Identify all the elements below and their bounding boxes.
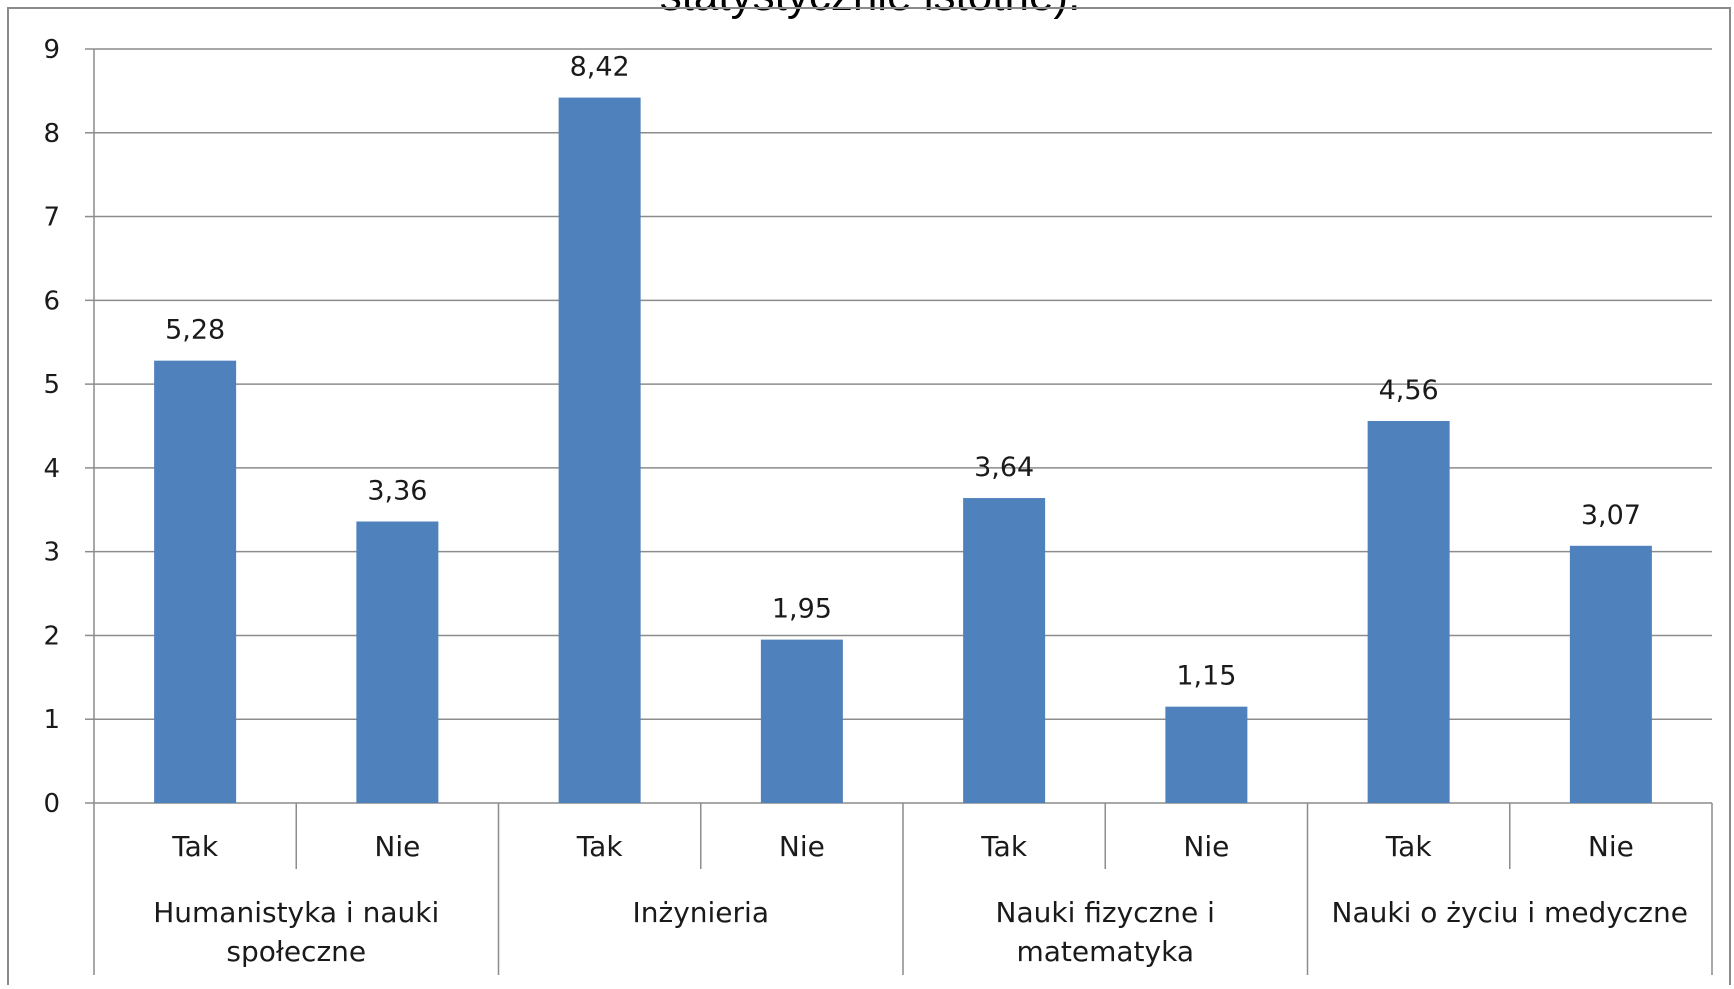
chart-border xyxy=(7,7,1731,989)
group-label-1-line-0: Inżynieria xyxy=(633,896,769,929)
group-label-0-line-0: Humanistyka i nauki xyxy=(153,896,439,929)
bar-0-nie xyxy=(356,521,439,803)
y-tick-label-1: 1 xyxy=(43,705,60,735)
data-label-3-nie: 3,07 xyxy=(1581,500,1641,531)
y-tick-label-5: 5 xyxy=(43,370,60,400)
data-label-2-tak: 3,64 xyxy=(974,452,1034,483)
category-label-0-nie: Nie xyxy=(374,830,420,863)
y-tick-label-9: 9 xyxy=(43,35,60,65)
group-label-3-line-0: Nauki o życiu i medyczne xyxy=(1332,896,1688,929)
data-label-1-tak: 8,42 xyxy=(570,52,630,83)
y-tick-label-8: 8 xyxy=(43,119,60,149)
group-label-0-line-1: społeczne xyxy=(226,935,366,968)
data-label-0-tak: 5,28 xyxy=(165,315,225,346)
category-label-0-tak: Tak xyxy=(171,830,219,863)
y-tick-label-2: 2 xyxy=(43,621,60,651)
chart-title: statystycznie istotne). xyxy=(660,0,1081,20)
data-label-0-nie: 3,36 xyxy=(367,476,427,507)
bar-2-tak xyxy=(963,498,1046,803)
bar-3-tak xyxy=(1367,420,1450,803)
category-label-2-tak: Tak xyxy=(980,830,1028,863)
bar-2-nie xyxy=(1165,706,1248,803)
category-label-3-tak: Tak xyxy=(1385,830,1433,863)
y-tick-label-4: 4 xyxy=(43,454,60,484)
bar-3-nie xyxy=(1569,545,1652,803)
y-tick-label-7: 7 xyxy=(43,203,60,233)
labels: 0 1 2 3 4 5 6 7 8 9 5,28 Tak 3,36 Nie Humanistyka i na… xyxy=(43,35,1688,968)
bars xyxy=(154,97,1652,803)
y-tick-label-6: 6 xyxy=(43,286,60,316)
group-label-2-line-0: Nauki fizyczne i xyxy=(996,896,1215,929)
data-label-2-nie: 1,15 xyxy=(1176,661,1236,692)
category-label-3-nie: Nie xyxy=(1588,830,1634,863)
category-label-1-nie: Nie xyxy=(779,830,825,863)
chart-frame-layer xyxy=(7,7,1731,989)
category-label-1-tak: Tak xyxy=(576,830,624,863)
data-label-1-nie: 1,95 xyxy=(772,594,832,625)
bar-1-tak xyxy=(558,97,641,803)
group-label-2-line-1: matematyka xyxy=(1016,935,1194,968)
y-tick-label-3: 3 xyxy=(43,538,60,568)
category-label-2-nie: Nie xyxy=(1183,830,1229,863)
chart-title-layer: statystycznie istotne). xyxy=(660,0,1081,20)
y-tick-label-0: 0 xyxy=(43,789,60,819)
data-label-3-tak: 4,56 xyxy=(1379,375,1439,406)
bar-0-tak xyxy=(154,360,237,803)
bar-1-nie xyxy=(760,639,843,803)
gridlines xyxy=(85,48,1712,804)
